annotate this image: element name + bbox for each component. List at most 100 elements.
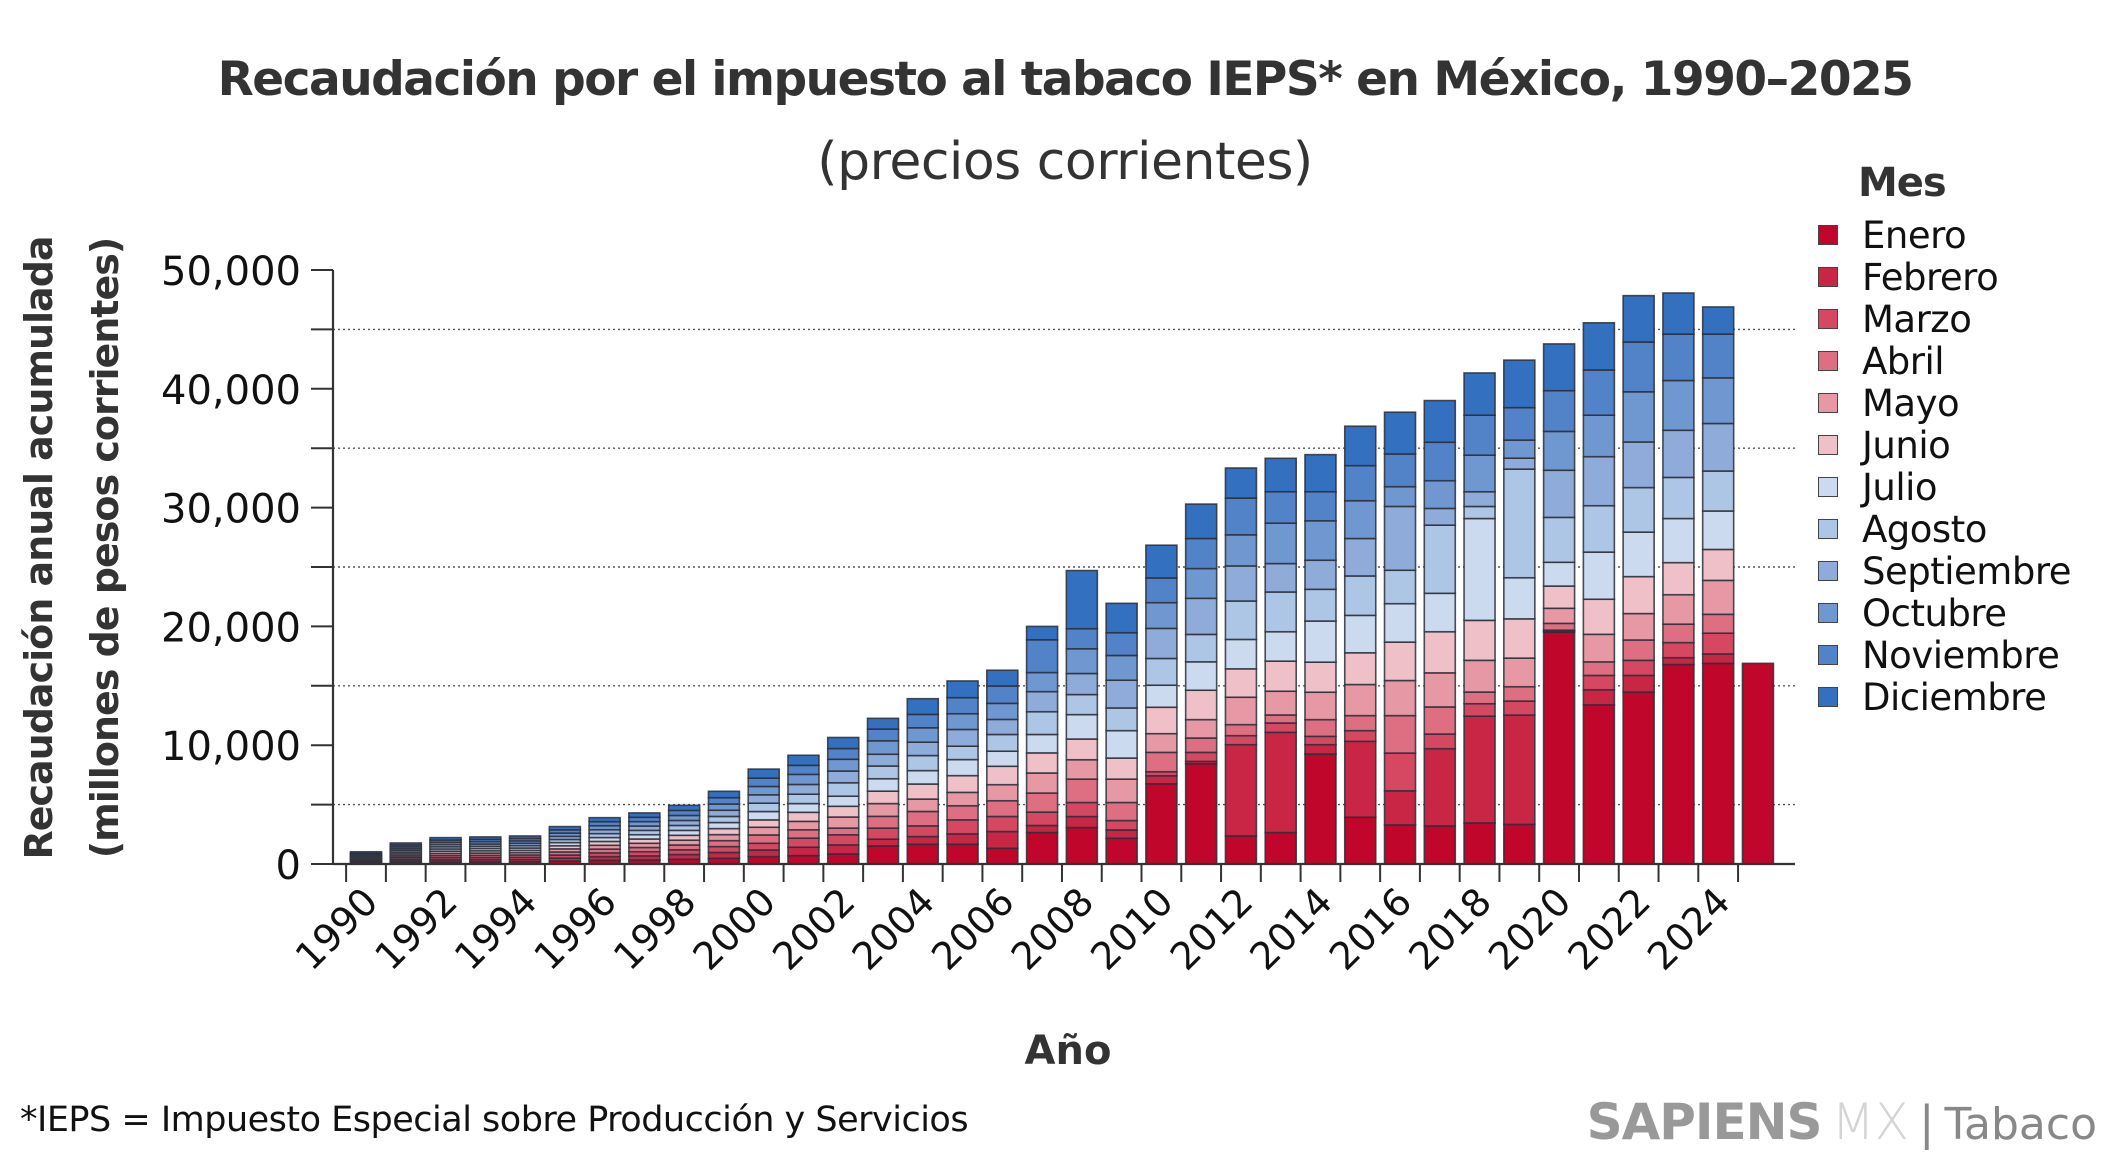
bar-segment-2007-septiembre [1025,690,1059,713]
bar-segment-2004-noviembre [906,713,940,729]
bar-segment-1999-mayo [707,833,741,842]
bar-segment-2004-octubre [906,726,940,743]
bar-segment-2017-mayo [1423,672,1457,708]
bar-segment-2009-abril [1105,801,1138,822]
bar-segment-2000-enero [747,855,781,865]
bar-segment-2001-mayo [787,820,820,831]
bar-1994 [508,835,542,865]
bar-segment-2005-marzo [946,819,979,835]
bar-segment-1999-marzo [707,845,741,854]
bar-segment-2000-junio [747,819,781,829]
bar-segment-2021-septiembre [1582,455,1616,507]
bar-segment-2012-enero [1224,835,1258,865]
bars [349,292,1775,865]
bar-segment-2001-febrero [787,846,820,857]
bar-segment-2010-diciembre [1145,544,1178,579]
bar-segment-2020-septiembre [1542,469,1576,519]
bar-segment-2022-febrero [1622,674,1655,693]
y-tick-label: 40,000 [161,368,301,414]
bar-segment-1999-noviembre [707,796,741,805]
bar-segment-2002-agosto [826,781,860,798]
bar-2024 [1701,306,1735,865]
bar-segment-2023-noviembre [1662,333,1695,382]
bar-segment-2024-diciembre [1701,306,1735,335]
bar-segment-2019-febrero [1503,714,1536,826]
bar-segment-2018-marzo [1463,702,1496,717]
bar-segment-2012-noviembre [1224,497,1258,536]
bar-2015 [1343,425,1377,865]
footnote: *IEPS = Impuesto Especial sobre Producci… [20,1100,969,1140]
bar-segment-1992-diciembre [429,836,462,841]
bar-1995 [548,825,582,865]
bar-segment-2022-diciembre [1622,294,1655,343]
bar-segment-2017-junio [1423,630,1457,674]
bar-segment-2018-junio [1463,619,1496,662]
bar-segment-2005-noviembre [946,696,979,715]
chart-subtitle: (precios corrientes) [817,132,1313,192]
bar-segment-1999-julio [707,821,741,830]
bar-2011 [1184,503,1218,865]
legend-swatch [1818,687,1838,707]
bar-segment-2014-febrero [1304,743,1337,755]
bar-2005 [946,680,979,865]
bar-segment-2000-abril [747,834,781,845]
bar-2010 [1145,544,1178,865]
x-tick-labels: 1990199219941996199820002002200420062008… [287,879,1739,979]
bar-segment-2024-marzo [1701,632,1735,655]
legend-label: Septiembre [1862,549,2071,593]
bar-segment-2021-agosto [1582,504,1616,553]
bar-segment-2007-noviembre [1025,638,1059,674]
bar-segment-2016-septiembre [1383,505,1417,572]
bar-segment-2009-julio [1105,729,1138,759]
x-tick-label: 2012 [1162,879,1262,979]
bar-segment-2018-octubre [1463,454,1496,493]
bar-segment-1998-diciembre [667,804,701,812]
bar-segment-2017-enero [1423,825,1457,865]
brand-section: Tabaco [1944,1099,2097,1150]
bar-segment-2009-febrero [1105,829,1138,840]
legend-item-enero: Enero [1808,214,2071,257]
bar-segment-2013-julio [1264,630,1298,662]
bar-segment-2004-junio [906,783,940,800]
bar-segment-2013-enero [1264,831,1298,865]
bar-segment-2005-diciembre [946,680,979,699]
x-tick-label: 2020 [1480,879,1580,979]
legend-item-diciembre: Diciembre [1808,676,2071,719]
bar-segment-2012-septiembre [1224,565,1258,602]
bar-segment-2021-diciembre [1582,321,1616,371]
bar-segment-2016-julio [1383,602,1417,643]
bar-segment-2007-marzo [1025,811,1059,827]
brand-separator: | [1918,1096,1935,1150]
x-tick-label: 1990 [287,879,387,979]
bar-segment-2016-febrero [1383,790,1417,826]
bar-segment-2023-enero [1662,663,1695,865]
bar-segment-2011-julio [1184,661,1218,692]
bar-segment-1999-agosto [707,815,741,824]
bar-segment-2018-febrero [1463,715,1496,824]
bar-segment-2009-mayo [1105,778,1138,804]
bar-2012 [1224,467,1258,865]
y-axis-label: Recaudación anual acumulada [17,236,61,859]
bar-segment-2015-abril [1343,714,1377,732]
bar-segment-2011-diciembre [1184,503,1218,540]
bar-segment-2020-agosto [1542,516,1576,564]
x-tick-label: 1994 [446,879,546,979]
bar-2001 [787,754,820,865]
bar-segment-2013-noviembre [1264,490,1298,524]
bar-segment-2023-agosto [1662,476,1695,520]
bar-segment-2013-marzo [1264,722,1298,734]
bar-segment-2003-junio [866,790,900,805]
bar-segment-2014-enero [1304,753,1337,865]
bar-segment-2001-octubre [787,773,820,786]
bar-segment-2024-septiembre [1701,422,1735,472]
bar-segment-2022-julio [1622,531,1655,578]
bar-segment-2006-julio [986,750,1019,768]
bar-segment-2004-febrero [906,835,940,846]
bar-segment-2011-enero [1184,762,1218,865]
brand-country: MX [1831,1093,1909,1151]
legend-label: Julio [1862,465,1938,509]
legend-swatch [1818,435,1838,455]
bar-segment-2020-junio [1542,585,1576,610]
bar-segment-2007-febrero [1025,824,1059,834]
bar-segment-2000-febrero [747,849,781,858]
